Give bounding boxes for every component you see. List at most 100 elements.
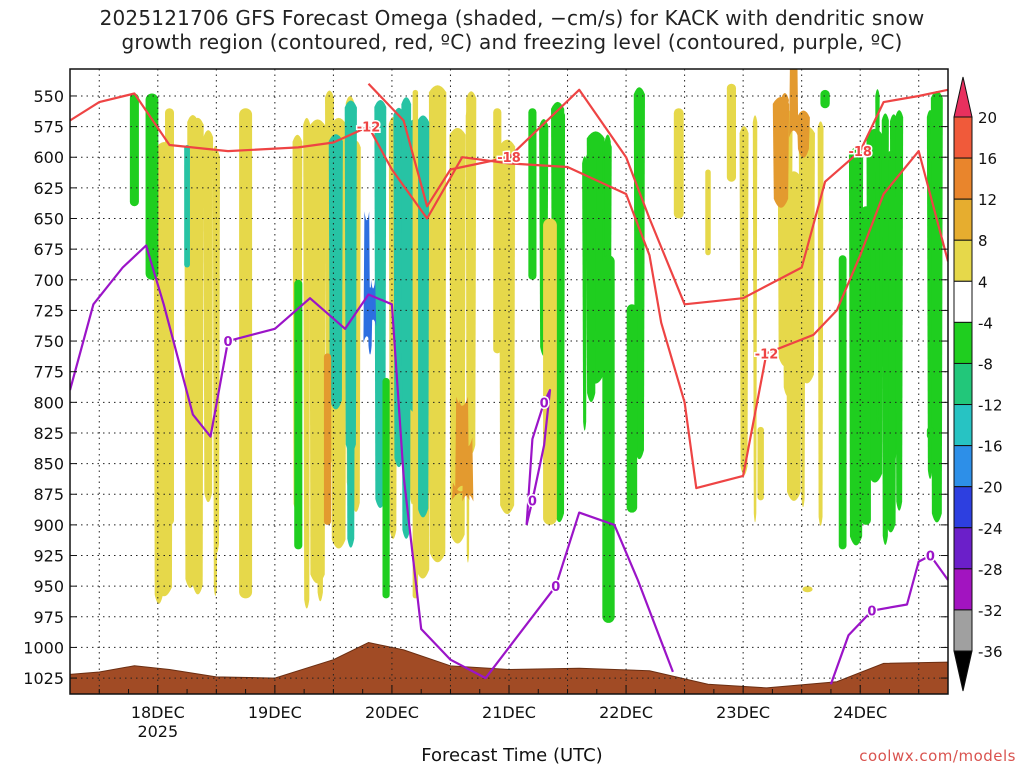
- omega-streak: [780, 93, 789, 117]
- y-tick-label: 875: [33, 485, 64, 504]
- colorbar-label: 16: [978, 150, 997, 168]
- omega-streak: [213, 150, 220, 553]
- omega-streak: [412, 89, 419, 599]
- omega-streak: [930, 90, 943, 523]
- colorbar-label: 20: [978, 109, 997, 127]
- x-tick-label: 20DEC: [365, 703, 419, 722]
- colorbar-segment: [953, 568, 973, 611]
- omega-streak: [739, 126, 749, 476]
- omega-streak: [895, 110, 904, 511]
- omega-streak: [848, 147, 864, 546]
- omega-streak: [752, 115, 758, 523]
- colorbar-label: -28: [978, 561, 1003, 579]
- credit-link[interactable]: coolwx.com/models: [859, 747, 1016, 765]
- omega-streak: [165, 108, 174, 525]
- omega-streak: [129, 93, 139, 207]
- y-tick-label: 1025: [23, 669, 64, 688]
- omega-region-green: [848, 89, 943, 546]
- colorbar-segment: [953, 280, 973, 323]
- colorbar-label: -24: [978, 520, 1003, 538]
- omega-streak: [363, 211, 371, 344]
- y-tick-label: 700: [33, 271, 64, 290]
- omega-streak: [499, 139, 516, 515]
- y-tick-label: 625: [33, 179, 64, 198]
- omega-streak: [294, 279, 303, 550]
- y-tick-label: 775: [33, 363, 64, 382]
- y-tick-label: 850: [33, 455, 64, 474]
- colorbar-label: 4: [978, 273, 988, 291]
- omega-streak: [586, 149, 597, 403]
- chart-title-line-2: growth region (contoured, red, ºC) and f…: [121, 30, 903, 54]
- y-tick-label: 975: [33, 608, 64, 627]
- freezing-level-contour-line: [829, 554, 948, 685]
- x-tick-label: 18DEC: [131, 703, 185, 722]
- omega-streak: [582, 156, 588, 431]
- omega-streak: [401, 97, 412, 539]
- colorbar: 20 16 12 8 4 -4 -8 -12 -16 -20 -24 -28 -32 -36: [953, 76, 1003, 692]
- omega-streak: [493, 108, 502, 354]
- freezing-level-contour-label: 0: [926, 550, 935, 565]
- y-tick-label: 600: [33, 148, 64, 167]
- colorbar-segment: [953, 527, 973, 570]
- colorbar-segment: [953, 239, 973, 282]
- omega-streak: [455, 396, 470, 493]
- y-tick-label: 800: [33, 393, 64, 412]
- colorbar-segment: [953, 198, 973, 241]
- omega-streak: [626, 304, 638, 513]
- y-tick-label: 900: [33, 516, 64, 535]
- omega-streak: [382, 377, 390, 599]
- freezing-level-contour-line: [70, 244, 674, 680]
- y-tick-label: 750: [33, 332, 64, 351]
- omega-streak: [328, 134, 343, 410]
- colorbar-segment: [953, 321, 973, 364]
- dgz-contour-label: -12: [755, 347, 779, 362]
- omega-streak: [772, 96, 790, 208]
- omega-streak: [323, 353, 332, 525]
- x-axis-label: Forecast Time (UTC): [421, 745, 603, 766]
- omega-streak: [184, 144, 190, 268]
- chart-title-line-1: 2025121706 GFS Forecast Omega (shaded, −…: [99, 6, 925, 30]
- omega-streak: [789, 69, 799, 138]
- colorbar-label: -36: [978, 643, 1003, 661]
- dgz-contour-label: -12: [357, 121, 381, 136]
- omega-streak: [796, 110, 810, 158]
- omega-streak: [344, 100, 357, 454]
- omega-streak: [203, 130, 214, 503]
- freezing-level-contour-label: 0: [867, 605, 876, 620]
- colorbar-segment: [953, 609, 973, 652]
- omega-streak: [838, 255, 847, 550]
- omega-region-orange: [772, 69, 810, 208]
- omega-streak: [926, 426, 935, 440]
- chart-title: 2025121706 GFS Forecast Omega (shaded, −…: [0, 6, 1024, 54]
- y-tick-label: 675: [33, 240, 64, 259]
- y-tick-label: 650: [33, 210, 64, 229]
- x-tick-label: 24DEC: [833, 703, 887, 722]
- freezing-level-contour-line: [525, 389, 552, 526]
- colorbar-segment: [953, 157, 973, 200]
- x-tick-label: 23DEC: [716, 703, 770, 722]
- colorbar-label: 8: [978, 232, 988, 250]
- omega-streak: [800, 138, 806, 508]
- colorbar-segment: [953, 362, 973, 406]
- omega-streak: [673, 108, 684, 219]
- x-tick-label: 21DEC: [482, 703, 536, 722]
- omega-region-blue: [363, 211, 377, 355]
- colorbar-label: -16: [978, 438, 1003, 456]
- colorbar-bottom-arrow: [953, 650, 973, 692]
- omega-streak: [602, 255, 615, 623]
- dgz-contour-label: -18: [848, 145, 872, 160]
- colorbar-label: -20: [978, 479, 1003, 497]
- colorbar-segment: [953, 404, 973, 447]
- omega-streak: [705, 169, 711, 256]
- colorbar-segment: [953, 486, 973, 529]
- colorbar-top-arrow: [953, 76, 973, 118]
- y-tick-label: 925: [33, 547, 64, 566]
- omega-streak: [428, 85, 447, 563]
- omega-streak: [875, 89, 880, 424]
- omega-streak: [802, 586, 813, 593]
- y-tick-label: 550: [33, 87, 64, 106]
- omega-streak: [316, 139, 324, 602]
- omega-streak: [757, 426, 764, 501]
- colorbar-segment: [953, 445, 973, 488]
